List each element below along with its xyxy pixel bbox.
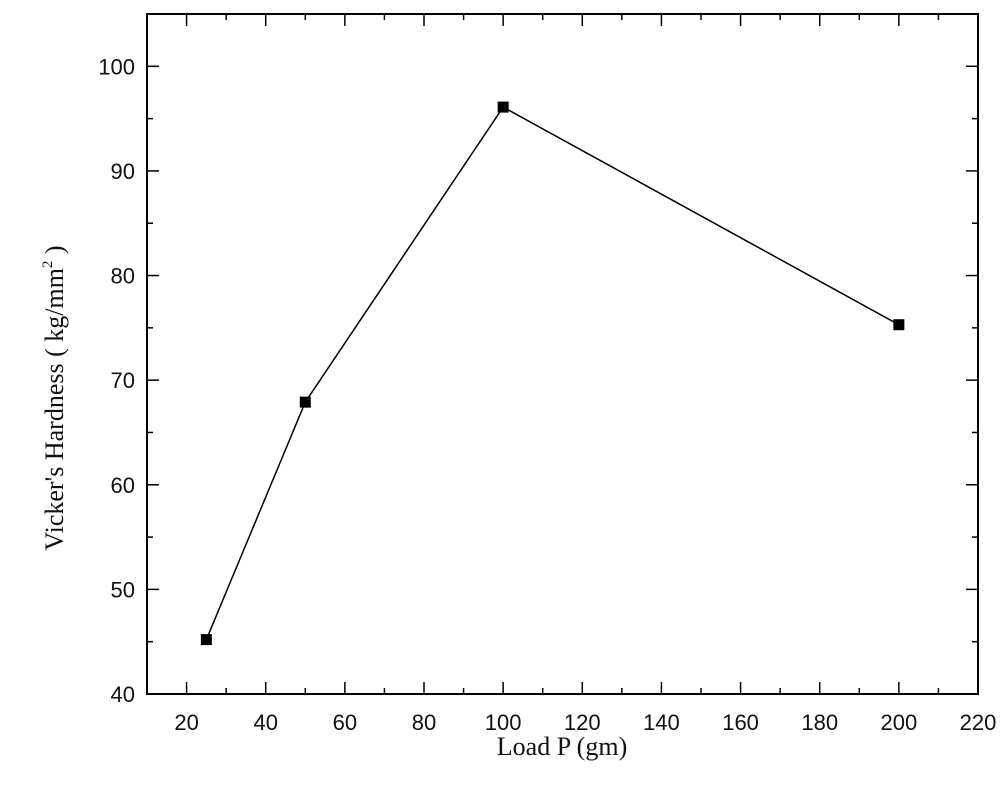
x-tick-label: 160 <box>722 710 759 735</box>
data-point <box>200 634 212 646</box>
y-axis-title-close: ) <box>40 245 69 260</box>
plot-frame <box>146 13 979 695</box>
x-tick-label: 60 <box>333 710 357 735</box>
x-tick-label: 180 <box>801 710 838 735</box>
axis-ticks <box>146 13 979 695</box>
series-line <box>205 106 900 640</box>
x-axis-title: Load P (gm) <box>497 732 627 761</box>
y-tick-label: 60 <box>111 473 135 498</box>
x-tick-label: 20 <box>174 710 198 735</box>
x-tick-labels: 20 40 60 80 100 120 140 160 180 200 220 <box>174 710 996 735</box>
x-tick-label: 40 <box>253 710 277 735</box>
x-tick-label: 100 <box>485 710 522 735</box>
y-tick-label: 40 <box>111 682 135 707</box>
y-tick-labels: 40 50 60 70 80 90 100 <box>98 54 135 707</box>
y-tick-label: 80 <box>111 264 135 289</box>
series-lines <box>205 106 900 640</box>
y-axis-title-superscript: 2 <box>40 261 56 269</box>
x-tick-label: 120 <box>564 710 601 735</box>
x-tick-label: 200 <box>880 710 917 735</box>
y-axis-title-main: Vicker's Hardness ( kg/mm <box>40 268 69 551</box>
y-tick-label: 50 <box>111 577 135 602</box>
series-markers <box>200 101 905 646</box>
y-tick-label: 90 <box>111 159 135 184</box>
y-tick-label: 100 <box>98 54 135 79</box>
data-point <box>893 319 905 331</box>
data-point <box>299 396 311 408</box>
y-tick-label: 70 <box>111 368 135 393</box>
x-tick-label: 140 <box>643 710 680 735</box>
y-axis-title: Vicker's Hardness ( kg/mm2 ) <box>40 245 69 550</box>
x-tick-label: 220 <box>960 710 997 735</box>
data-point <box>497 101 509 113</box>
x-tick-label: 80 <box>412 710 436 735</box>
